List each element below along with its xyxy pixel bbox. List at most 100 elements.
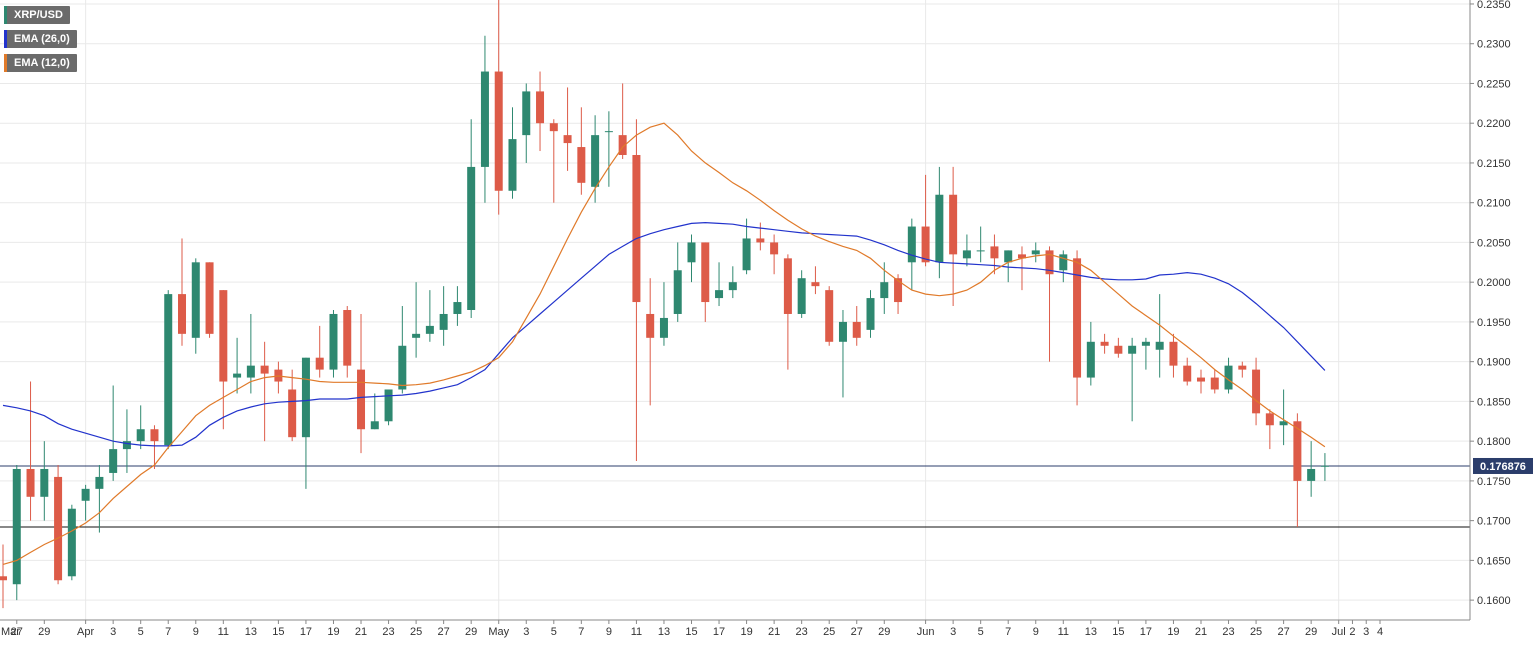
candle-body: [880, 282, 889, 299]
x-tick-label: 7: [165, 626, 171, 638]
x-tick-label: 9: [193, 626, 199, 638]
x-tick-label: 5: [138, 626, 144, 638]
candle-body: [453, 302, 462, 314]
candle-body: [701, 242, 710, 303]
legend-swatch-xrp: [4, 6, 7, 24]
candle-body: [783, 258, 792, 314]
candle-body: [1252, 369, 1261, 414]
candle-body: [1196, 377, 1205, 382]
current-price-badge: [1473, 457, 1533, 474]
x-tick-label: 23: [1222, 626, 1234, 638]
legend-label-ema12: EMA (12,0): [14, 57, 70, 69]
candle-body: [412, 333, 421, 338]
candle-body: [1320, 465, 1329, 467]
candle-body: [1279, 421, 1288, 426]
candle-body: [1224, 365, 1233, 390]
candle-body: [1155, 341, 1164, 350]
candle-body: [838, 321, 847, 342]
ema-layer: [2, 122, 1326, 565]
candle-body: [1307, 468, 1316, 481]
x-tick-label: 23: [796, 626, 808, 638]
x-tick-label: 29: [1305, 626, 1317, 638]
legend-xrp-usd[interactable]: XRP/USD: [4, 6, 70, 24]
y-tick-label: 0.2300: [1477, 39, 1511, 51]
legend-swatch-ema12: [4, 54, 7, 72]
candle-body: [26, 468, 35, 497]
candle-body: [508, 139, 517, 191]
candle-body: [425, 325, 434, 334]
candle-body: [1265, 413, 1274, 426]
candle-body: [1031, 250, 1040, 255]
candle-body: [797, 278, 806, 314]
candle-body: [1293, 421, 1302, 481]
x-tick-label: 27: [438, 626, 450, 638]
x-tick-label: 11: [218, 626, 229, 638]
x-tick-label: 25: [823, 626, 835, 638]
y-tick-label: 0.1650: [1477, 555, 1511, 567]
candle-body: [357, 369, 366, 430]
candle-body: [866, 298, 875, 330]
candle-body: [164, 294, 173, 446]
x-tick-label: 4: [1377, 626, 1383, 638]
x-tick-label: 29: [38, 626, 50, 638]
candle-body: [673, 270, 682, 314]
x-tick-label: 5: [978, 626, 984, 638]
x-tick-label: 19: [1167, 626, 1179, 638]
candle-body: [563, 135, 572, 144]
candle-body: [618, 135, 627, 155]
candle-body: [81, 488, 90, 501]
y-tick-label: 0.2150: [1477, 158, 1511, 170]
x-tick-label: 27: [11, 626, 23, 638]
candle-body: [54, 476, 63, 581]
candle-body: [246, 365, 255, 378]
candle-body: [825, 290, 834, 342]
candle-body: [687, 242, 696, 263]
candle-body: [990, 246, 999, 259]
candle-body: [1183, 365, 1192, 382]
legend-ema-12[interactable]: EMA (12,0): [4, 54, 77, 72]
x-tick-label: 21: [1195, 626, 1207, 638]
ema-26-line: [2, 221, 1326, 447]
candle-body: [921, 226, 930, 263]
x-tick-label: Apr: [77, 626, 94, 638]
candle-body: [715, 290, 724, 299]
x-tick-label: 9: [606, 626, 612, 638]
x-tick-label: 15: [272, 626, 284, 638]
candle-body: [949, 194, 958, 255]
y-tick-label: 0.1800: [1477, 436, 1511, 448]
candle-body: [756, 238, 765, 243]
x-tick-label: 25: [1250, 626, 1262, 638]
candle-body: [301, 357, 310, 438]
candle-body: [205, 262, 214, 334]
candle-body: [494, 71, 503, 191]
y-tick-label: 0.1750: [1477, 476, 1511, 488]
x-tick-label: 3: [110, 626, 116, 638]
candle-body: [1004, 250, 1013, 263]
y-tick-label: 0.1700: [1477, 516, 1511, 528]
x-tick-label: 29: [465, 626, 477, 638]
candle-body: [467, 166, 476, 310]
candle-body: [1169, 341, 1178, 366]
candle-body: [659, 317, 668, 338]
legend-ema-26[interactable]: EMA (26,0): [4, 30, 77, 48]
y-tick-label: 0.2200: [1477, 118, 1511, 130]
candle-body: [742, 238, 751, 271]
candle-body: [604, 131, 613, 133]
candle-body: [398, 345, 407, 390]
x-tick-label: 27: [851, 626, 863, 638]
candle-body: [122, 441, 131, 450]
candle-body: [907, 226, 916, 263]
candle-body: [1238, 365, 1247, 370]
candle-body: [233, 373, 242, 378]
x-tick-label: 7: [1005, 626, 1011, 638]
x-tick-label: 5: [551, 626, 557, 638]
x-tick-label: 13: [245, 626, 257, 638]
candle-body: [1059, 254, 1068, 271]
candle-body: [260, 365, 269, 374]
legend-label-xrp: XRP/USD: [14, 9, 63, 21]
candle-body: [549, 123, 558, 132]
x-tick-label: Mar: [1, 626, 20, 638]
candle-body: [962, 250, 971, 259]
